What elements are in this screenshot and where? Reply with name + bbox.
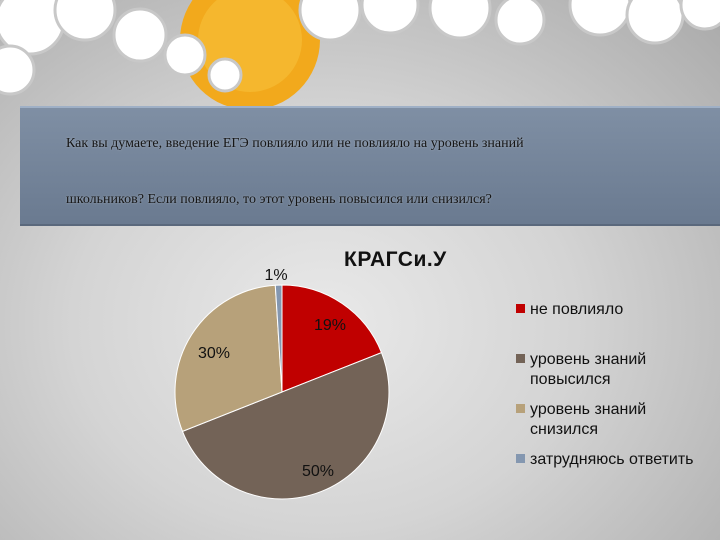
question-line-2: школьников? Если повлияло, то этот урове… (66, 192, 492, 207)
legend-label: уровень знаний снизился (530, 401, 647, 438)
question-line-1: Как вы думаете, введение ЕГЭ повлияло ил… (66, 136, 524, 151)
cloud-icon (0, 0, 243, 96)
pie-slice (181, 351, 390, 500)
slice-data-label: 30% (198, 345, 230, 362)
cloud-icon (568, 0, 720, 45)
slice-data-label: 1% (264, 267, 287, 284)
cloud-icon (298, 0, 546, 46)
question-band (20, 106, 720, 226)
slice-data-label: 19% (314, 317, 346, 334)
legend-label: уровень знаний повысился (530, 351, 647, 388)
legend-label: затрудняюсь ответить (530, 451, 694, 468)
legend-swatch (516, 404, 525, 413)
chart-title: КРАГСи.У (344, 248, 447, 271)
legend-label: не повлияло (530, 301, 624, 318)
pie-slice (281, 284, 383, 393)
pie-slice (274, 284, 283, 393)
slice-data-label: 50% (302, 463, 334, 480)
pie-slice (174, 284, 283, 433)
clouds-sun-decoration (0, 0, 720, 110)
legend-swatch (516, 354, 525, 363)
legend-swatch (516, 304, 525, 313)
legend-swatch (516, 454, 525, 463)
